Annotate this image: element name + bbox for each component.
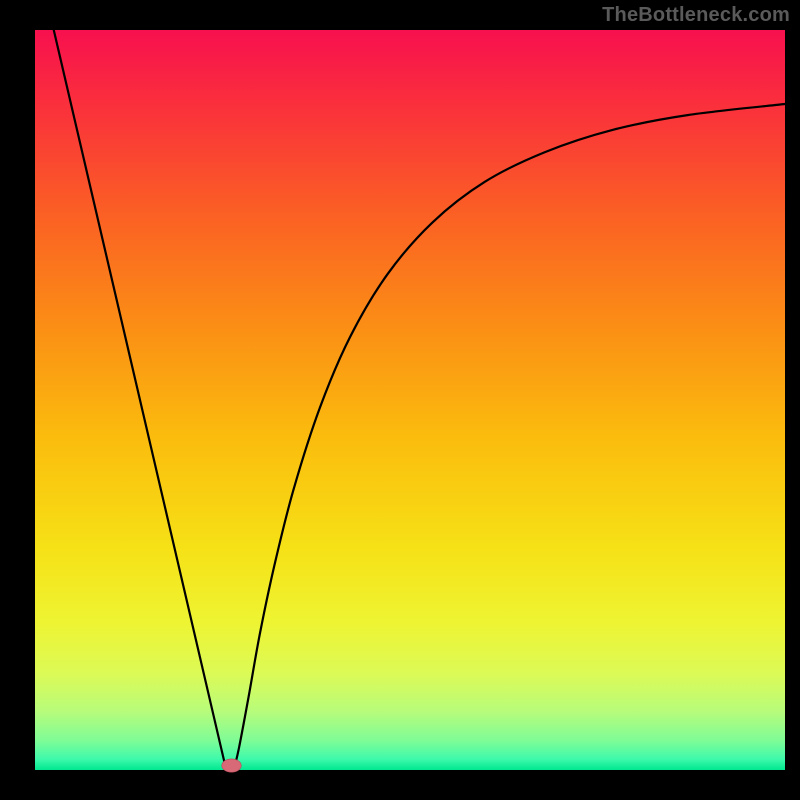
chart-frame: TheBottleneck.com xyxy=(0,0,800,800)
plot-background xyxy=(35,30,785,770)
bottleneck-chart xyxy=(0,0,800,800)
minimum-marker xyxy=(222,759,242,772)
attribution-text: TheBottleneck.com xyxy=(602,4,790,27)
